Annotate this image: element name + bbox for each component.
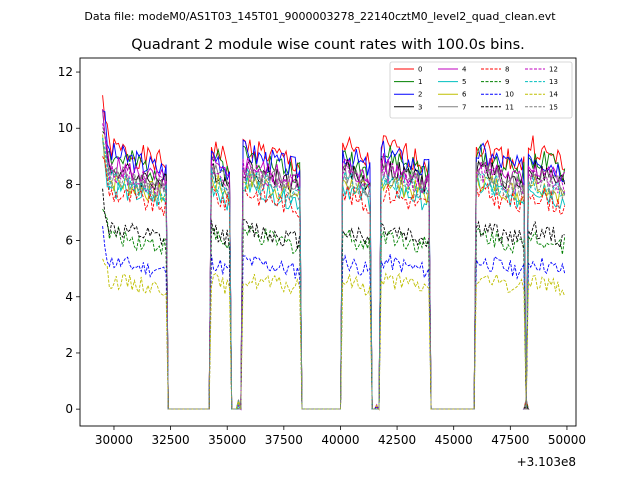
legend-box	[389, 61, 573, 119]
x-tick-label: 35000	[208, 433, 246, 447]
x-axis: 30000 32500 35000 37500 40000 42500 45000 47500…	[95, 426, 586, 447]
y-tick-label: 8	[65, 177, 73, 191]
x-tick-label: 45000	[435, 433, 473, 447]
legend-label-10: 10	[505, 91, 514, 99]
legend-label-9: 9	[505, 78, 509, 86]
y-tick-label: 0	[65, 402, 73, 416]
legend-label-1: 1	[418, 78, 422, 86]
legend-label-6: 6	[462, 91, 467, 99]
series-line-6	[102, 134, 566, 411]
y-tick-label: 2	[65, 346, 73, 360]
series-line-11	[102, 188, 565, 410]
series-line-14	[102, 258, 566, 411]
legend-label-7: 7	[462, 103, 466, 111]
series-line-10	[102, 226, 566, 411]
series-line-12	[102, 123, 566, 411]
chart-title: Quadrant 2 module wise count rates with …	[131, 37, 525, 53]
legend-label-5: 5	[462, 78, 466, 86]
y-tick-label: 4	[65, 290, 73, 304]
y-tick-label: 6	[65, 234, 73, 248]
suptitle: Data file: modeM0/AS1T03_145T01_90000032…	[84, 10, 556, 23]
y-axis: 0 2 4 6 8 10 12	[58, 65, 80, 416]
x-offset-label: +3.103e8	[517, 455, 576, 469]
series-line-8	[102, 156, 566, 411]
legend-label-3: 3	[418, 103, 422, 111]
x-tick-label: 30000	[95, 433, 133, 447]
x-tick-label: 50000	[548, 433, 586, 447]
x-tick-label: 40000	[321, 433, 359, 447]
legend-label-4: 4	[462, 66, 467, 74]
plot-frame	[79, 57, 577, 427]
legend-label-12: 12	[549, 66, 558, 74]
legend-label-11: 11	[505, 103, 514, 111]
legend-label-0: 0	[418, 66, 422, 74]
legend-label-8: 8	[505, 66, 509, 74]
series-layer	[102, 95, 566, 411]
legend-label-15: 15	[549, 103, 558, 111]
legend-label-2: 2	[418, 91, 422, 99]
x-tick-label: 47500	[491, 433, 529, 447]
series-line-9	[102, 208, 566, 410]
series-line-2	[102, 110, 565, 411]
x-tick-label: 32500	[151, 433, 189, 447]
x-tick-label: 42500	[378, 433, 416, 447]
series-line-13	[102, 137, 565, 410]
series-line-15	[102, 141, 566, 410]
legend-label-14: 14	[549, 91, 558, 99]
legend-label-13: 13	[549, 78, 558, 86]
x-tick-label: 37500	[265, 433, 303, 447]
y-tick-label: 12	[58, 65, 73, 79]
series-line-4	[102, 109, 566, 411]
y-tick-label: 10	[58, 121, 73, 135]
